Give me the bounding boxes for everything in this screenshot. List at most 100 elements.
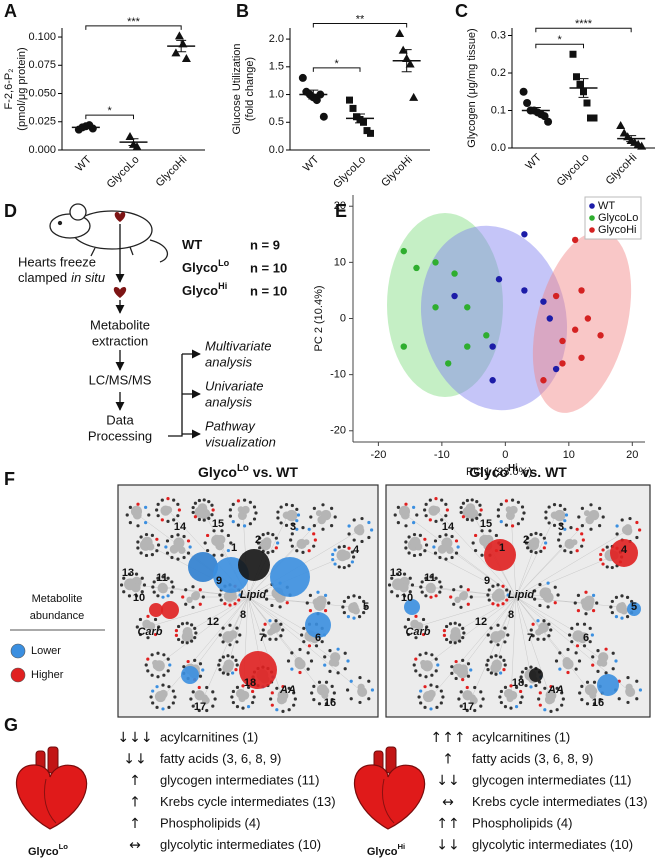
network-node (419, 701, 423, 705)
network-node (162, 673, 166, 677)
network-title-rest: vs. WT (518, 464, 567, 480)
network-node (172, 498, 176, 502)
network-node (626, 700, 630, 705)
network-node (139, 535, 143, 539)
network-node (261, 628, 265, 632)
network-node (323, 593, 328, 598)
network-node (450, 555, 454, 560)
network-blob (161, 601, 179, 619)
network-node (330, 684, 334, 688)
network-node (445, 624, 449, 629)
network-node (604, 671, 608, 675)
network-node (150, 653, 154, 657)
network-node (591, 593, 596, 598)
network-node (370, 688, 375, 692)
network-node (363, 605, 367, 609)
network-node (238, 633, 242, 637)
network-node (418, 533, 422, 538)
network-node (151, 585, 155, 589)
network-node (475, 516, 479, 520)
network-blob (484, 539, 516, 571)
network-title: GlycoLo vs. WT (198, 463, 298, 480)
data-point (573, 73, 580, 81)
data-point (464, 343, 471, 350)
network-edge (495, 596, 517, 666)
network-node (529, 549, 533, 553)
network-node (545, 689, 557, 701)
x-tick-label: -10 (434, 449, 450, 461)
network-node (569, 550, 573, 554)
network-node (161, 595, 165, 599)
network-node (171, 585, 175, 589)
group-n: n = 10 (250, 283, 287, 298)
network-node (473, 708, 477, 713)
network-node (490, 631, 503, 643)
network-node (480, 529, 484, 533)
network-node (157, 625, 161, 629)
network-edge (515, 556, 612, 598)
network-node (601, 562, 605, 566)
network-node (575, 644, 580, 648)
network-node (171, 689, 175, 693)
network-node (177, 624, 181, 629)
network-node (275, 686, 279, 690)
group-n: n = 9 (250, 237, 280, 252)
network-node (489, 671, 493, 675)
network-node (581, 538, 585, 542)
network-node (172, 518, 176, 522)
significance-label: * (108, 105, 113, 117)
network-node (229, 541, 233, 545)
network-node (503, 663, 507, 667)
network-blob (627, 602, 641, 616)
network-node (469, 696, 478, 705)
network-node (284, 523, 289, 527)
network-node (201, 696, 210, 705)
significance-label: ** (356, 13, 365, 25)
error-bar (308, 89, 319, 100)
network-node (601, 548, 605, 552)
network-node (407, 535, 411, 539)
data-point (432, 259, 439, 266)
network-node (626, 675, 630, 680)
network-node (298, 647, 302, 652)
network-node (488, 529, 492, 533)
network-node (191, 505, 195, 510)
network-node (203, 541, 207, 545)
network-node (263, 622, 267, 626)
network-node (582, 644, 587, 648)
cluster-label: 2 (523, 534, 529, 546)
metabolite-class: fatty acids (3, 6, 8, 9) (472, 751, 593, 766)
network-node (157, 693, 166, 702)
network-node (438, 590, 442, 594)
network-node (316, 590, 320, 594)
network-node (270, 603, 274, 608)
network-edge (227, 596, 249, 666)
network-node (578, 691, 582, 695)
network-blob (529, 668, 543, 682)
network-node (420, 580, 424, 584)
network-node (352, 616, 356, 620)
network-node (471, 541, 475, 545)
x-tick-label: WT (73, 153, 94, 174)
network-node (331, 552, 335, 557)
network-node (592, 680, 597, 684)
network-node (591, 608, 596, 613)
network-node (524, 541, 528, 545)
network-node (290, 522, 294, 527)
network-node (619, 601, 626, 609)
significance-label: **** (575, 18, 593, 30)
network-node (538, 603, 542, 608)
network-node (414, 614, 418, 618)
network-node (128, 521, 132, 525)
network-node (360, 516, 364, 521)
network-node (462, 631, 466, 635)
network-node (572, 630, 584, 642)
network-node (342, 599, 346, 604)
error-bar (401, 49, 412, 73)
data-point (569, 50, 577, 58)
network-node (470, 518, 474, 522)
network-edge (515, 596, 605, 662)
network-node (564, 513, 569, 517)
panel-letter: A (4, 1, 17, 21)
network-node (423, 549, 427, 553)
